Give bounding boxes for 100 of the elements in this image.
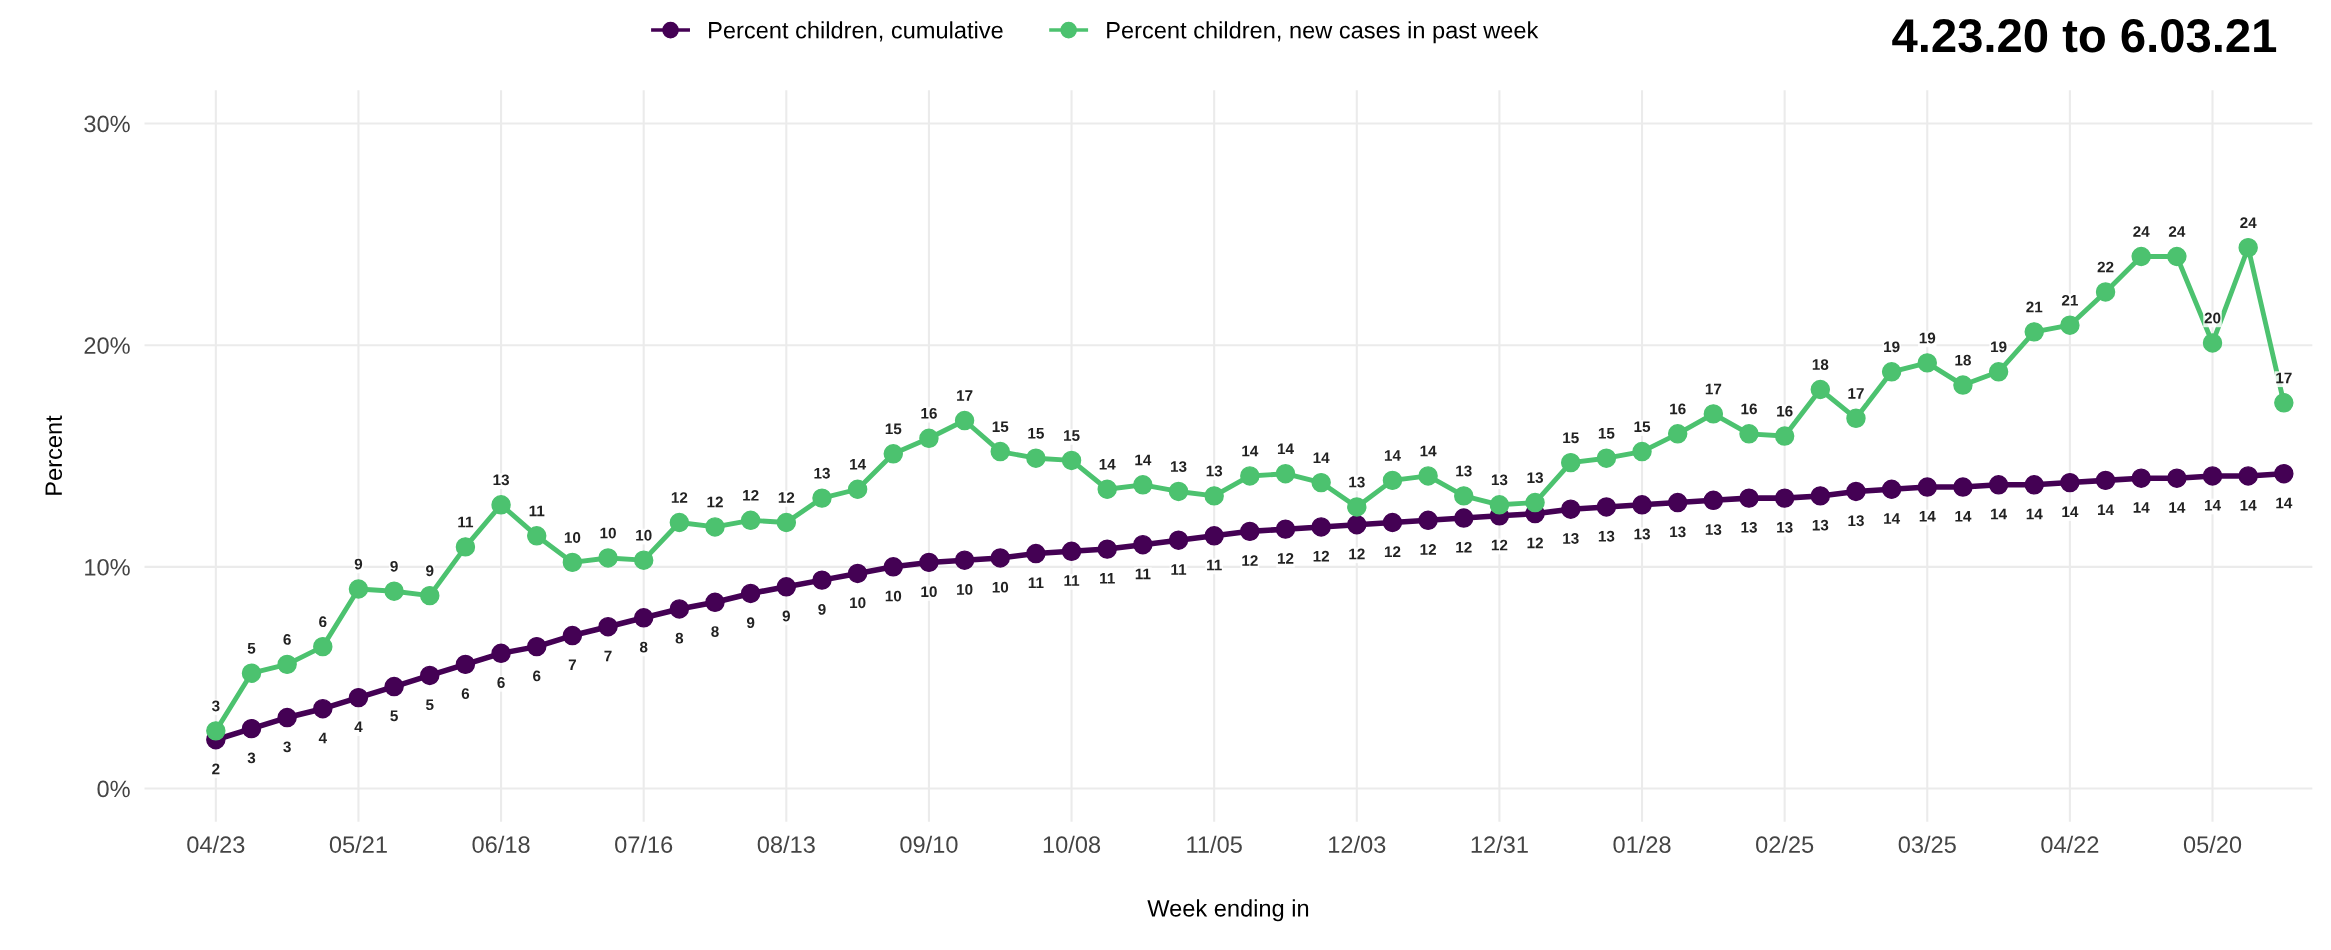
data-label: 10: [636, 529, 652, 541]
point: [2238, 237, 2258, 258]
point: [2060, 315, 2080, 335]
point: [990, 548, 1010, 568]
point: [1454, 486, 1474, 506]
chart-title: 4.23.20 to 6.03.21: [1892, 18, 2277, 53]
data-label: 14: [1919, 511, 1936, 522]
point: [2274, 464, 2294, 484]
point: [2131, 468, 2151, 488]
data-label: 11: [1207, 559, 1222, 571]
data-label: 12: [1456, 541, 1472, 553]
data-label: 12: [743, 489, 759, 501]
point: [2024, 322, 2044, 342]
data-label: 22: [2097, 261, 2114, 273]
y-axis-title: Percent: [45, 415, 63, 495]
data-label: 11: [529, 505, 545, 517]
data-label: 18: [1812, 359, 1829, 370]
data-label: 12: [1420, 544, 1436, 555]
point: [2095, 282, 2116, 302]
point: [1347, 497, 1367, 517]
point: [1881, 362, 1902, 382]
point: [954, 410, 975, 431]
point: [598, 548, 618, 568]
data-label: 14: [1099, 459, 1116, 470]
data-label: 18: [1955, 354, 1971, 366]
data-label: 14: [2240, 499, 2257, 511]
point: [2095, 470, 2116, 491]
point: [1810, 379, 1831, 400]
point: [1810, 486, 1831, 506]
y-tick-label: 0%: [97, 780, 130, 798]
data-label: 13: [1598, 530, 1615, 542]
point: [633, 550, 654, 570]
data-label: 13: [1777, 521, 1793, 533]
data-label: 15: [1028, 428, 1044, 439]
point: [705, 592, 725, 613]
data-label: 17: [957, 390, 973, 401]
point: [1596, 497, 1617, 517]
data-label: 10: [992, 581, 1009, 593]
point: [1489, 495, 1510, 515]
data-label: 7: [568, 659, 576, 671]
point: [1667, 492, 1688, 513]
point: [669, 599, 690, 619]
point: [2167, 468, 2187, 488]
point: [277, 707, 297, 728]
x-tick-label: 04/23: [187, 835, 245, 853]
data-label: 3: [283, 741, 291, 753]
point: [1703, 404, 1724, 424]
point: [1311, 472, 1331, 493]
point: [919, 428, 939, 448]
data-label: 20: [2204, 312, 2221, 324]
data-label: 9: [818, 603, 826, 615]
data-label: 14: [2204, 499, 2221, 511]
data-label: 10: [921, 586, 937, 598]
data-label: 13: [1812, 519, 1829, 531]
data-label: 6: [497, 677, 505, 688]
point: [990, 441, 1010, 462]
point: [1311, 517, 1331, 537]
x-tick-label: 02/25: [1756, 835, 1814, 853]
x-tick-label: 05/21: [329, 835, 387, 853]
data-label: 13: [1670, 526, 1686, 538]
data-label: 17: [1705, 383, 1722, 395]
x-tick-label: 11/05: [1187, 835, 1242, 853]
data-label: 15: [992, 421, 1009, 433]
data-label: 16: [921, 407, 937, 419]
point: [883, 444, 904, 464]
data-label: 3: [247, 752, 256, 764]
data-label: 9: [390, 560, 398, 572]
data-label: 19: [1884, 341, 1900, 353]
data-label: 5: [425, 699, 434, 711]
data-label: 12: [1313, 550, 1330, 562]
data-label: 3: [211, 700, 220, 712]
x-tick-label: 05/20: [2183, 835, 2242, 853]
data-label: 14: [1277, 443, 1294, 455]
data-label: 14: [2098, 504, 2114, 515]
point: [1953, 477, 1973, 497]
data-label: 15: [1634, 421, 1651, 433]
data-label: 7: [604, 650, 612, 662]
point: [2131, 246, 2151, 267]
data-label: 14: [1313, 452, 1330, 463]
point: [740, 510, 761, 531]
y-tick-label: 30%: [84, 115, 130, 133]
point: [1240, 466, 1260, 486]
data-label: 13: [1563, 533, 1579, 544]
data-label: 12: [778, 492, 795, 503]
data-label: 12: [1277, 552, 1294, 564]
point: [455, 537, 476, 557]
point: [1061, 541, 1082, 562]
data-label: 6: [319, 616, 327, 628]
data-label: 21: [2061, 294, 2078, 306]
point: [2024, 475, 2044, 495]
point: [1774, 426, 1795, 446]
point: [812, 488, 832, 508]
x-tick-label: 03/25: [1898, 835, 1956, 853]
point: [1632, 495, 1652, 515]
point: [1240, 521, 1260, 542]
point: [1560, 452, 1581, 473]
data-label: 10: [957, 584, 973, 595]
data-label: 17: [1848, 388, 1864, 399]
data-label: 14: [850, 459, 867, 470]
x-tick-label: 09/10: [900, 835, 958, 853]
